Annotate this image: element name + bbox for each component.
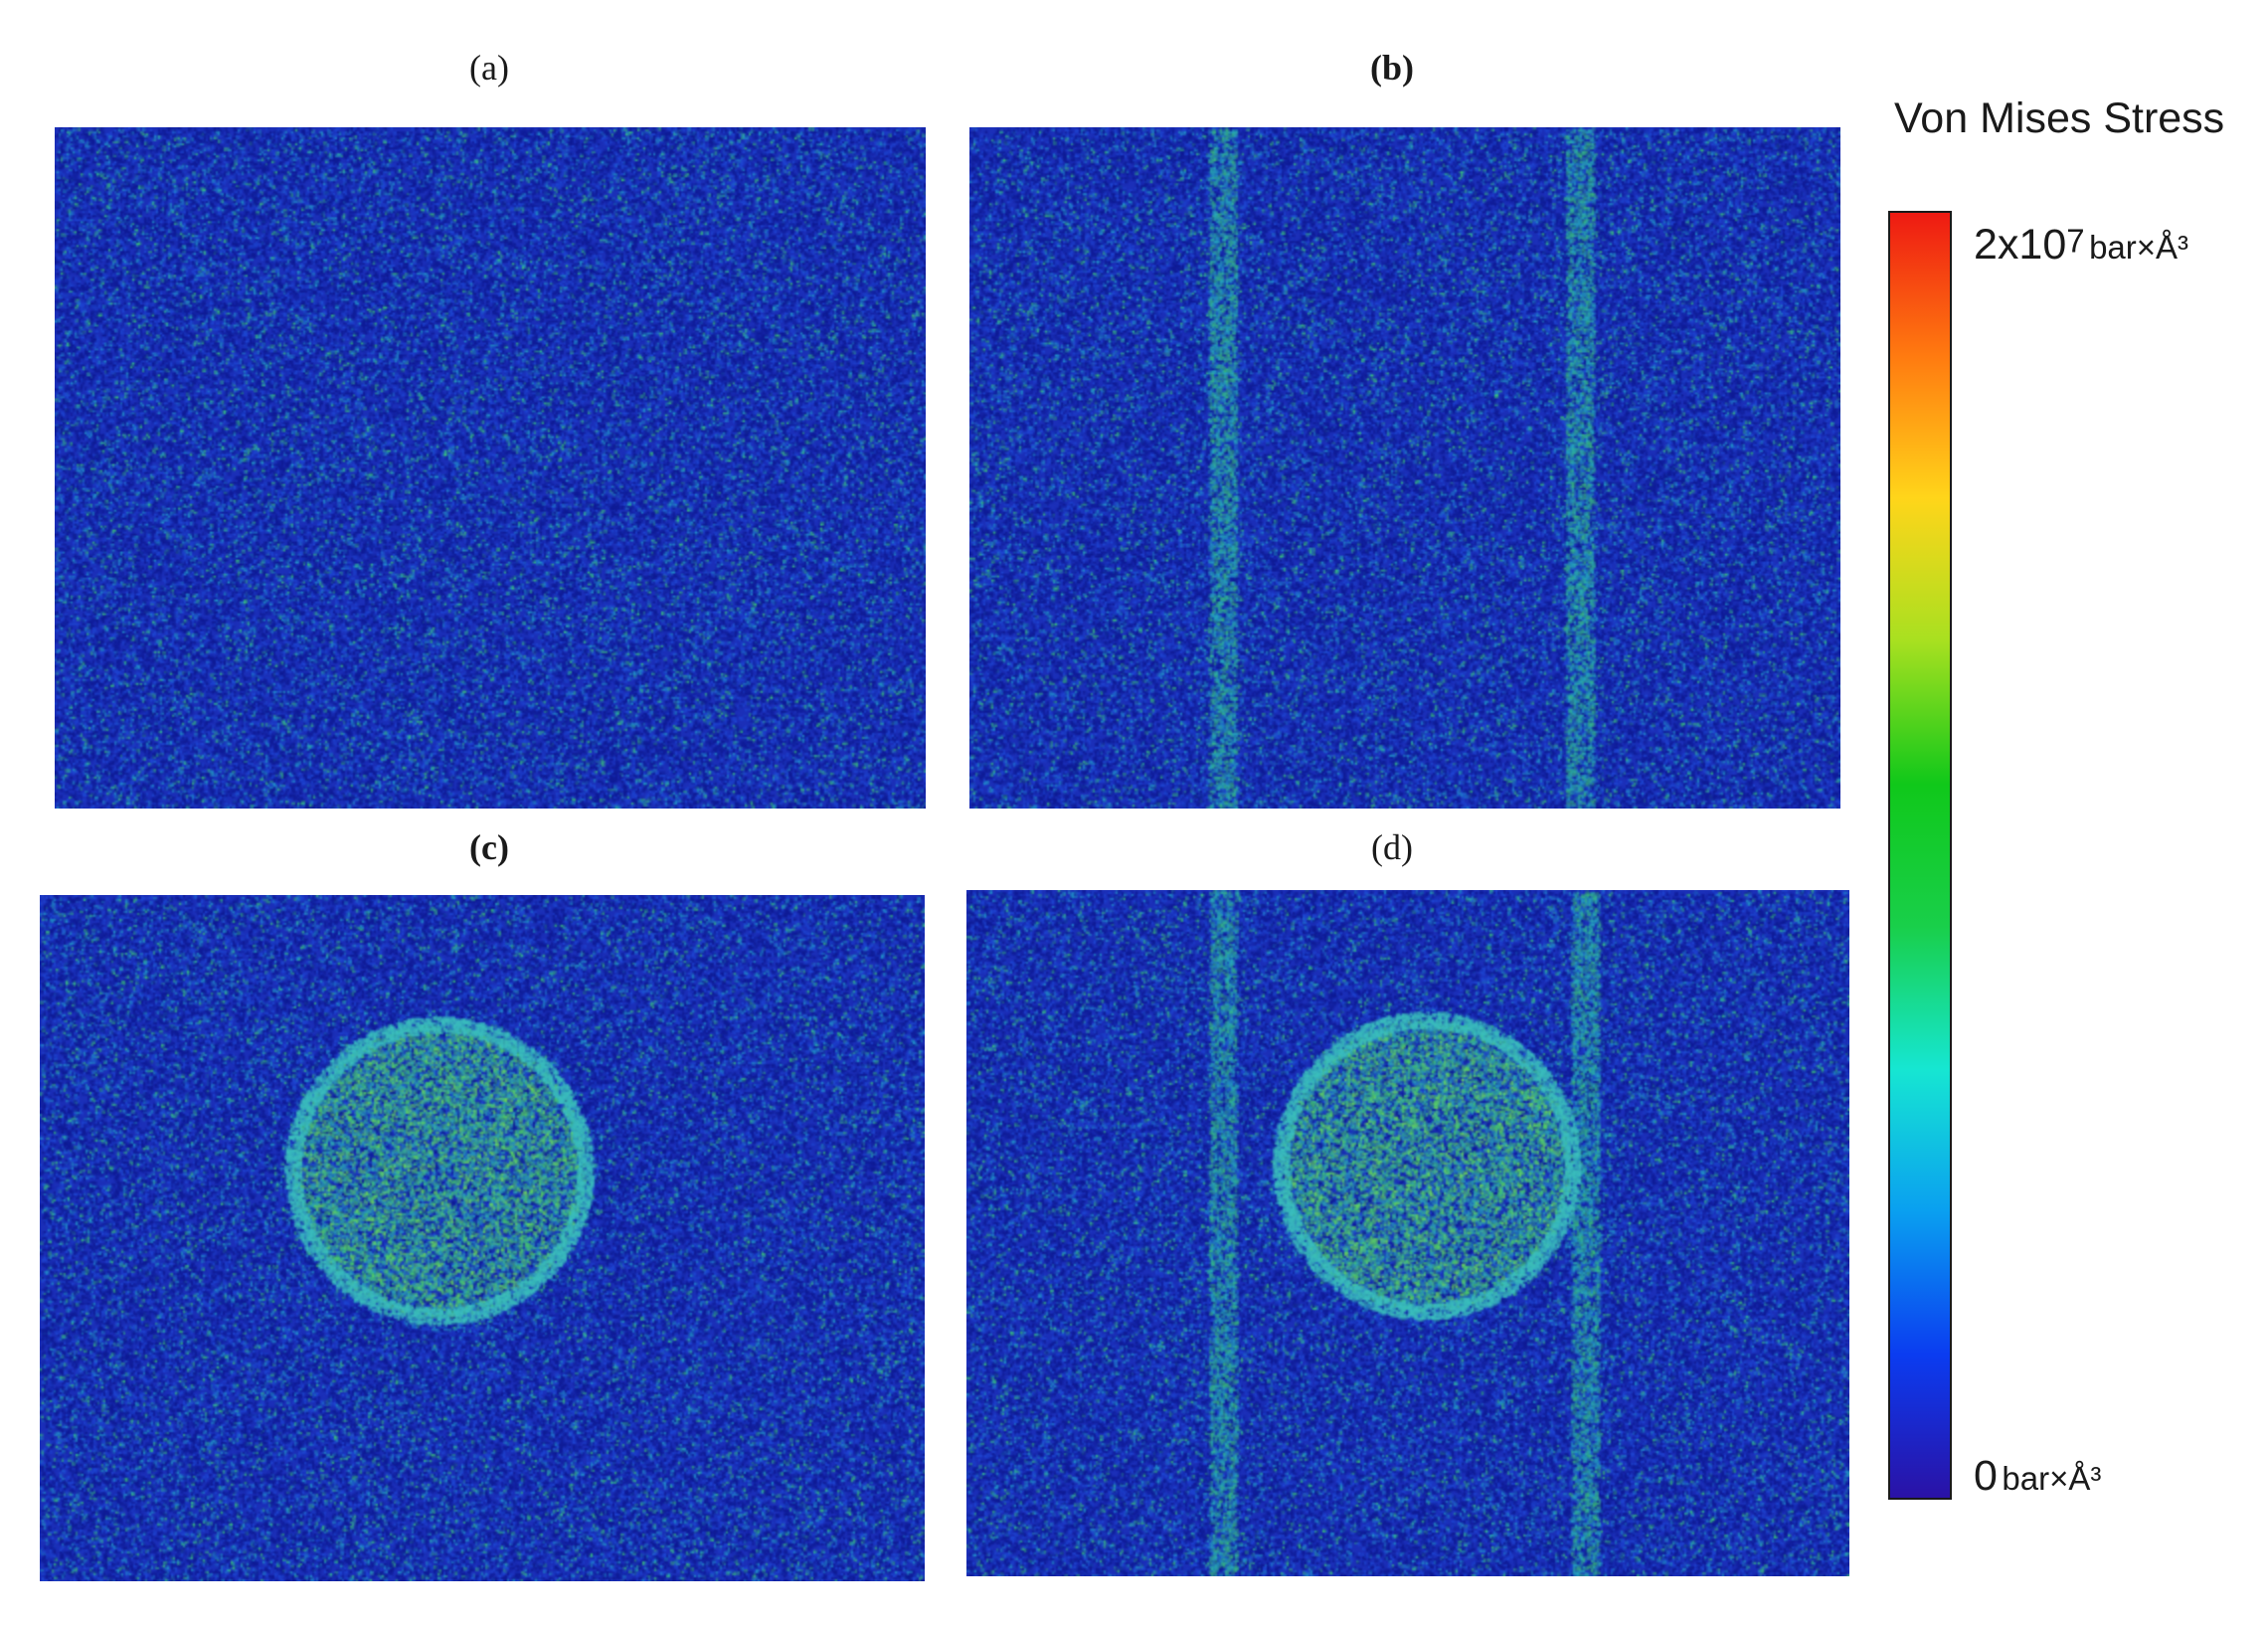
colorbar-title: Von Mises Stress bbox=[1894, 94, 2225, 142]
panel-label-b: (b) bbox=[1370, 48, 1414, 88]
stress-map-b bbox=[969, 127, 1840, 809]
panel-label-a: (a) bbox=[469, 48, 509, 88]
panel-label-d: (d) bbox=[1371, 827, 1413, 867]
colorbar-min-label: 0 bar×Å³ bbox=[1974, 1452, 2101, 1501]
stress-map-a-canvas bbox=[55, 127, 926, 809]
stress-map-d-canvas bbox=[966, 890, 1849, 1576]
panel-label-c: (c) bbox=[469, 827, 509, 867]
stress-map-c bbox=[40, 895, 925, 1581]
colorbar-max-label: 2x107 bar×Å³ bbox=[1974, 221, 2188, 270]
colorbar bbox=[1888, 211, 1952, 1500]
colorbar-max-exponent: 7 bbox=[2066, 222, 2085, 260]
colorbar-max-value: 2x10 bbox=[1974, 221, 2067, 269]
stress-map-a bbox=[55, 127, 926, 809]
stress-map-c-canvas bbox=[40, 895, 925, 1581]
stress-map-b-canvas bbox=[969, 127, 1840, 809]
colorbar-max-unit: bar×Å³ bbox=[2089, 229, 2189, 266]
colorbar-min-unit: bar×Å³ bbox=[2002, 1460, 2102, 1497]
colorbar-min-value: 0 bbox=[1974, 1452, 1998, 1500]
stress-map-d bbox=[966, 890, 1849, 1576]
